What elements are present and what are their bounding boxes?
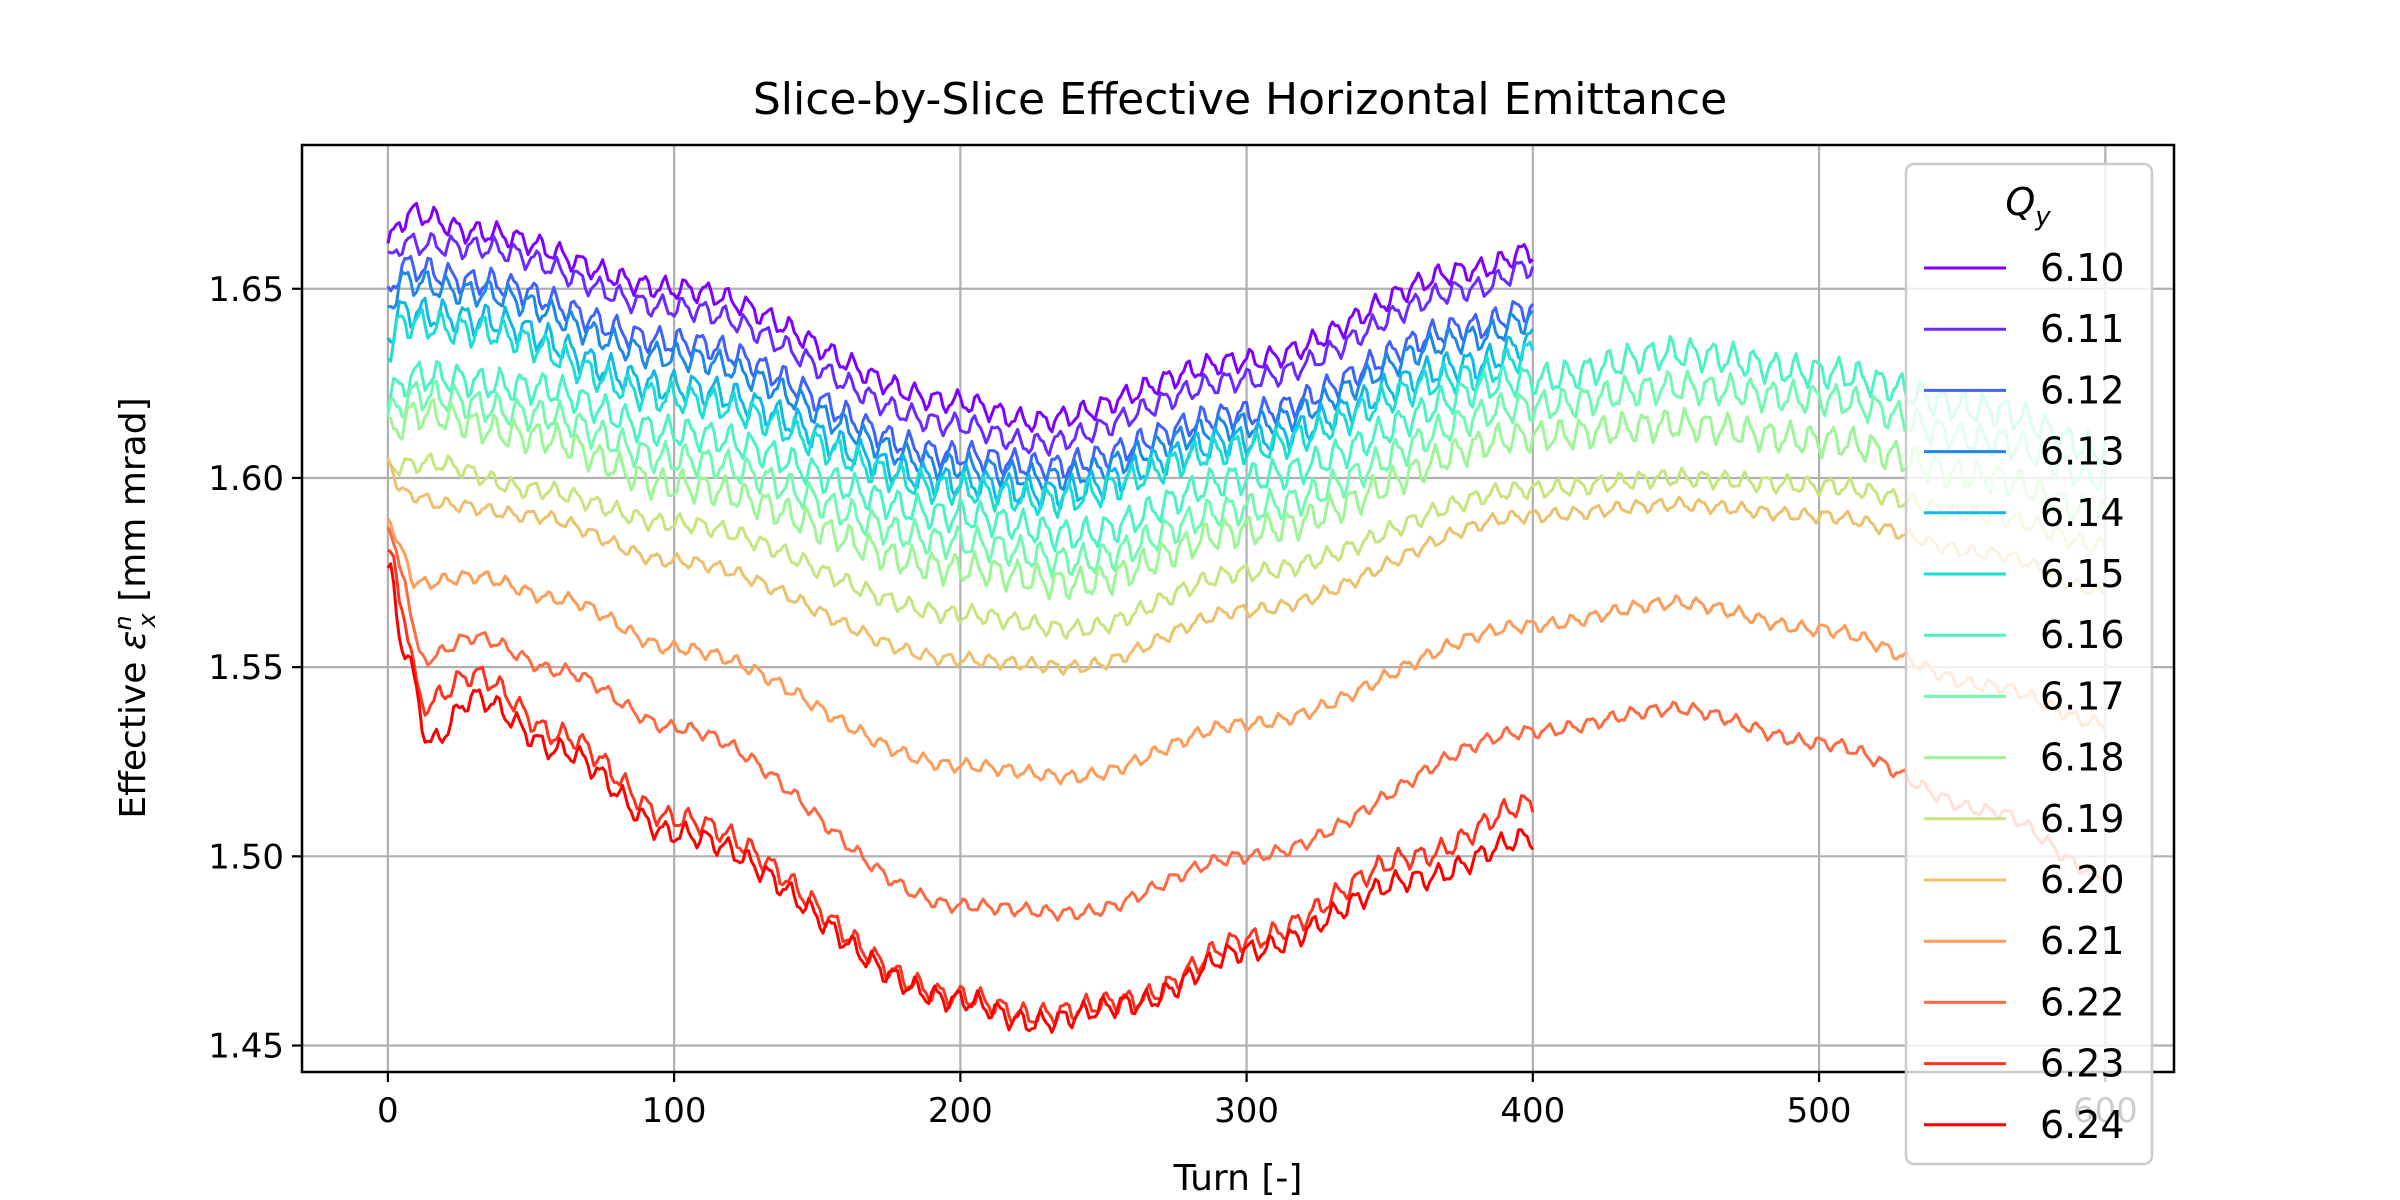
series-line-6-24	[386, 562, 1535, 1034]
legend-label: 6.21	[2040, 919, 2125, 963]
series-line-6-16	[386, 335, 2107, 553]
x-axis-label: Turn [-]	[1173, 1158, 1303, 1199]
legend-label: 6.23	[2040, 1042, 2125, 1086]
legend-label: 6.14	[2040, 491, 2125, 535]
y-tick-label: 1.50	[208, 837, 284, 877]
y-axis-label-suffix: [mm mrad]	[113, 397, 154, 613]
legend-label: 6.15	[2040, 552, 2125, 596]
legend-label: 6.11	[2040, 307, 2125, 351]
series-line-6-21	[386, 517, 2107, 786]
x-tick-label: 100	[642, 1091, 707, 1131]
y-tick-label: 1.60	[208, 459, 284, 499]
y-tick-label: 1.65	[208, 270, 284, 310]
axis-ticks: 01002003004005006001.451.501.551.601.65	[208, 270, 2137, 1131]
series-line-6-18	[387, 398, 2107, 601]
legend-box	[1904, 162, 2154, 1166]
x-tick-label: 0	[377, 1091, 399, 1131]
legend-label: 6.19	[2040, 797, 2125, 841]
legend-label: 6.18	[2040, 736, 2125, 780]
y-tick-label: 1.45	[208, 1027, 284, 1067]
grid	[302, 145, 2174, 1072]
x-tick-label: 200	[928, 1091, 993, 1131]
y-axis-label-subscript: x	[133, 612, 161, 628]
legend-title: Qy	[2005, 180, 2051, 232]
legend-title-base: Q	[2005, 180, 2035, 224]
legend-label: 6.24	[2040, 1103, 2125, 1147]
x-tick-label: 500	[1787, 1091, 1852, 1131]
legend-label: 6.16	[2040, 613, 2125, 657]
legend-label: 6.10	[2040, 246, 2125, 290]
series-line-6-10	[386, 201, 1534, 434]
series-line-6-20	[386, 457, 2107, 676]
x-tick-label: 300	[1214, 1091, 1279, 1131]
series-line-6-22	[386, 526, 2106, 922]
series-line-6-11	[387, 232, 1535, 457]
legend-items: 6.10 6.11 6.12 6.13 6.14 6.15 6.16 6.17 6.18 6.19…	[1924, 246, 2125, 1147]
y-axis-label-prefix: Effective	[113, 650, 154, 819]
plot-frame	[300, 143, 2176, 1074]
series-line-6-17	[386, 369, 2107, 579]
legend-label: 6.20	[2040, 858, 2125, 902]
y-axis-label: Effective εnx [mm mrad]	[109, 397, 161, 818]
series-line-6-13	[387, 270, 1534, 494]
y-axis-label-symbol: ε	[113, 631, 154, 650]
legend-title-sub: y	[2034, 202, 2051, 232]
x-tick-label: 400	[1500, 1091, 1565, 1131]
y-tick-label: 1.55	[208, 648, 284, 688]
legend-label: 6.17	[2040, 674, 2125, 718]
chart-title: Slice-by-Slice Effective Horizontal Emit…	[753, 74, 1727, 125]
series-line-6-23	[386, 548, 1535, 1027]
y-axis-label-superscript: n	[109, 615, 137, 630]
series-line-6-15	[386, 308, 1535, 519]
legend-label: 6.22	[2040, 980, 2125, 1024]
legend-label: 6.12	[2040, 368, 2125, 412]
series-line-6-19	[386, 452, 2107, 640]
legend-label: 6.13	[2040, 430, 2125, 474]
legend: Qy 6.106.116.126.136.146.156.166.176.186…	[1904, 162, 2154, 1166]
series-lines	[386, 201, 2107, 1034]
